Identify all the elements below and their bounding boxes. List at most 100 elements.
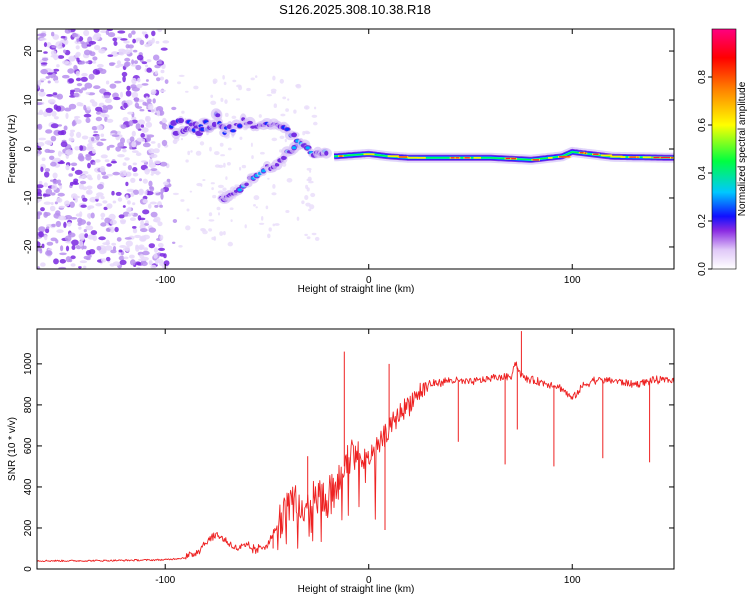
noise-blob <box>76 131 82 138</box>
noise-blob <box>106 203 113 209</box>
noise-blob <box>135 64 142 71</box>
noise-blob <box>163 260 170 266</box>
noise-blob <box>304 233 308 237</box>
noise-blob <box>83 255 91 260</box>
noise-blob <box>271 192 277 196</box>
noise-blob <box>43 111 48 117</box>
noise-blob <box>239 166 242 171</box>
noise-blob <box>104 217 111 224</box>
noise-blob <box>87 146 95 149</box>
snr-series-line <box>37 361 674 563</box>
noise-blob <box>153 148 160 154</box>
noise-blob <box>79 211 83 218</box>
noise-blob <box>65 240 73 244</box>
noise-blob <box>116 130 121 135</box>
noise-blob <box>53 68 60 72</box>
noise-blob <box>111 242 117 246</box>
noise-blob <box>93 29 100 33</box>
noise-blob <box>55 105 62 112</box>
noise-blob <box>218 164 224 168</box>
noise-blob <box>52 172 58 179</box>
upper-branch-core <box>230 129 236 133</box>
noise-blob <box>239 136 243 140</box>
noise-blob <box>105 80 110 85</box>
noise-blob <box>63 49 67 54</box>
noise-blob <box>71 239 79 246</box>
noise-blob <box>141 160 148 163</box>
noise-blob <box>107 54 114 57</box>
noise-blob <box>47 80 51 84</box>
noise-blob <box>132 226 137 229</box>
noise-blob <box>40 207 45 212</box>
noise-blob <box>208 228 213 232</box>
noise-blob <box>313 121 318 126</box>
noise-blob <box>138 246 144 251</box>
noise-blob <box>153 247 159 253</box>
noise-blob <box>104 159 110 163</box>
noise-blob <box>57 130 65 136</box>
noise-blob <box>156 77 161 82</box>
noise-blob <box>85 154 92 161</box>
noise-blob <box>131 59 135 65</box>
noise-blob <box>117 154 125 158</box>
noise-blob <box>296 216 300 221</box>
snr-y-tick-label: 800 <box>23 396 34 413</box>
noise-blob <box>139 178 142 182</box>
chart-title: S126.2025.308.10.38.R18 <box>279 2 431 17</box>
noise-blob <box>71 120 76 127</box>
noise-blob <box>193 85 199 90</box>
noise-blob <box>172 241 176 244</box>
noise-blob <box>53 157 61 163</box>
noise-blob <box>202 179 206 181</box>
noise-blob <box>79 180 87 185</box>
noise-blob <box>135 37 142 41</box>
noise-blob <box>218 212 220 216</box>
noise-blob <box>38 231 44 238</box>
noise-blob <box>146 67 152 73</box>
noise-blob <box>130 217 136 222</box>
noise-blob <box>303 130 310 134</box>
noise-cloud <box>37 29 320 269</box>
snr-y-tick-label: 200 <box>23 519 34 536</box>
noise-blob <box>190 150 193 153</box>
noise-blob <box>88 73 95 80</box>
noise-blob <box>285 108 289 112</box>
upper-branch-band <box>215 113 221 118</box>
noise-blob <box>211 236 216 241</box>
noise-blob <box>217 184 224 189</box>
noise-blob <box>65 164 70 171</box>
noise-blob <box>142 101 147 106</box>
noise-blob <box>49 155 55 160</box>
noise-blob <box>150 168 158 172</box>
noise-blob <box>92 60 97 64</box>
noise-blob <box>141 61 148 65</box>
noise-blob <box>95 203 103 207</box>
noise-blob <box>141 83 149 86</box>
noise-blob <box>54 79 59 84</box>
noise-blob <box>148 243 155 249</box>
noise-blob <box>114 226 119 233</box>
noise-blob <box>136 54 144 61</box>
noise-blob <box>75 77 82 82</box>
noise-blob <box>86 44 92 47</box>
noise-blob <box>96 245 102 251</box>
noise-blob <box>146 134 155 138</box>
noise-blob <box>66 221 72 227</box>
noise-blob <box>105 256 111 262</box>
noise-blob <box>132 162 137 166</box>
noise-blob <box>74 169 83 175</box>
noise-blob <box>136 266 141 269</box>
noise-blob <box>280 113 286 117</box>
snr-y-tick-label: 1000 <box>23 352 34 375</box>
noise-blob <box>56 64 60 68</box>
noise-blob <box>131 91 139 99</box>
noise-blob <box>120 220 126 225</box>
noise-blob <box>147 103 154 111</box>
noise-blob <box>229 207 234 210</box>
noise-blob <box>68 78 75 84</box>
noise-blob <box>83 104 87 111</box>
noise-blob <box>46 250 52 256</box>
noise-blob <box>81 170 89 175</box>
noise-blob <box>44 235 48 241</box>
noise-blob <box>71 167 75 172</box>
